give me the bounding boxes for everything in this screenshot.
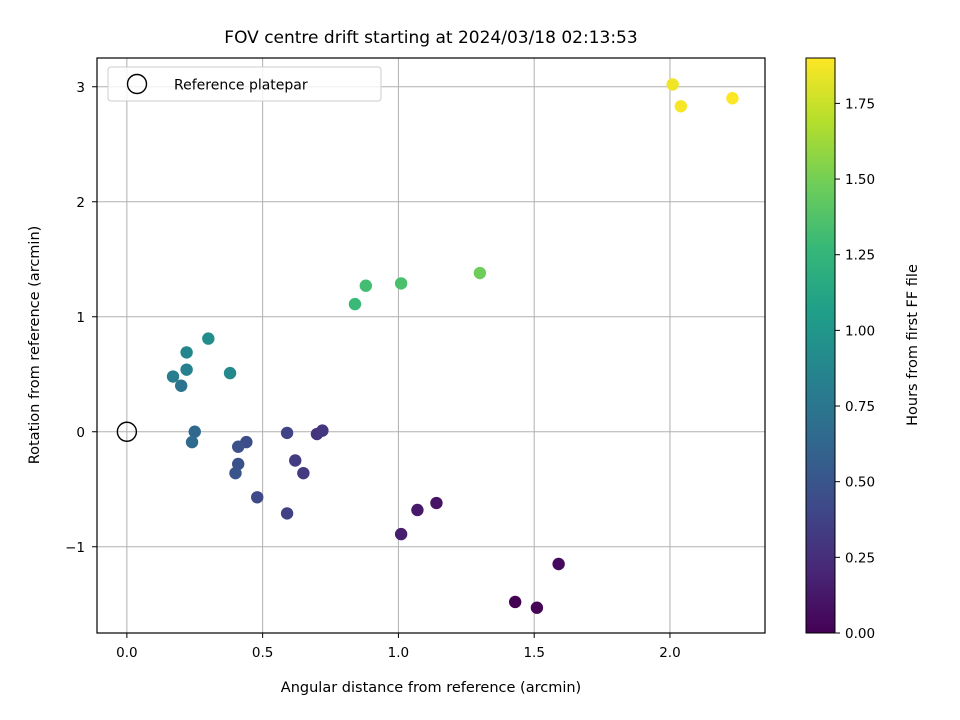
y-axis-label: Rotation from reference (arcmin) <box>27 226 43 465</box>
colorbar-tick-label: 1.00 <box>845 323 875 339</box>
colorbar-tick-label: 1.50 <box>845 172 875 188</box>
x-tick-label: 0.5 <box>252 645 273 661</box>
colorbar-ticks: 0.00 0.25 0.50 0.75 1.00 1.25 1.50 1.75 <box>835 96 875 642</box>
scatter-point <box>185 435 199 449</box>
legend-marker-reference-platepar <box>126 73 148 95</box>
colorbar-label: Hours from first FF file <box>905 264 921 426</box>
scatter-point <box>223 366 237 380</box>
scatter-point <box>232 440 245 453</box>
y-tick-label: 1 <box>76 310 85 326</box>
scatter-point <box>180 363 193 376</box>
scatter-point <box>229 466 242 480</box>
colorbar-tick-label: 1.25 <box>845 248 875 264</box>
scatter-point <box>297 466 310 480</box>
scatter-point <box>280 507 294 520</box>
colorbar-tick-label: 0.75 <box>845 399 875 415</box>
tick-layer: 0.0 0.5 1.0 1.5 2.0 −1 0 1 2 3 <box>65 80 681 661</box>
scatter-point <box>726 92 739 105</box>
scatter-point <box>473 266 487 280</box>
reference-platepar-marker <box>116 421 138 442</box>
scatter-point <box>552 557 565 571</box>
scatter-point <box>280 426 294 440</box>
colorbar-tick-label: 0.50 <box>845 475 875 491</box>
legend: Reference platepar <box>107 66 382 102</box>
scatter-point <box>508 595 522 609</box>
x-tick-label: 1.5 <box>523 645 544 661</box>
colorbar-tick-label: 0.25 <box>845 550 875 566</box>
scatter-point <box>359 279 373 292</box>
colorbar-tick-label: 0.00 <box>845 626 875 642</box>
scatter-point <box>430 496 443 510</box>
x-tick-label: 2.0 <box>659 645 680 661</box>
scatter-point <box>348 297 362 311</box>
scatter-point <box>394 527 408 541</box>
x-tick-label: 0.0 <box>116 645 137 661</box>
y-tick-label: 2 <box>76 195 85 211</box>
plot-frame <box>96 57 766 634</box>
x-tick-label: 1.0 <box>388 645 409 661</box>
legend-box <box>107 66 382 102</box>
scatter-point <box>202 332 215 345</box>
scatter-point <box>188 425 201 438</box>
scatter-point <box>411 503 424 517</box>
scatter-point <box>674 100 688 113</box>
y-tick-label: −1 <box>65 540 85 556</box>
scatter-point <box>251 491 264 504</box>
scatter-point <box>289 454 302 467</box>
legend-label-reference-platepar: Reference platepar <box>174 78 308 94</box>
chart-title: FOV centre drift starting at 2024/03/18 … <box>224 28 637 48</box>
scatter-point <box>166 370 180 383</box>
scatter-point <box>394 277 408 290</box>
grid-layer <box>97 58 765 633</box>
scatter-point <box>316 424 329 437</box>
colorbar <box>805 57 836 634</box>
x-axis-label: Angular distance from reference (arcmin) <box>281 680 581 696</box>
scatter-point <box>530 601 544 614</box>
scatter-point <box>666 78 679 91</box>
colorbar-tick-label: 1.75 <box>845 96 875 112</box>
y-tick-label: 0 <box>76 425 85 441</box>
scatter-point <box>180 346 193 359</box>
y-tick-label: 3 <box>76 80 85 96</box>
scatter-point <box>174 379 188 392</box>
scatter-layer <box>116 78 739 614</box>
